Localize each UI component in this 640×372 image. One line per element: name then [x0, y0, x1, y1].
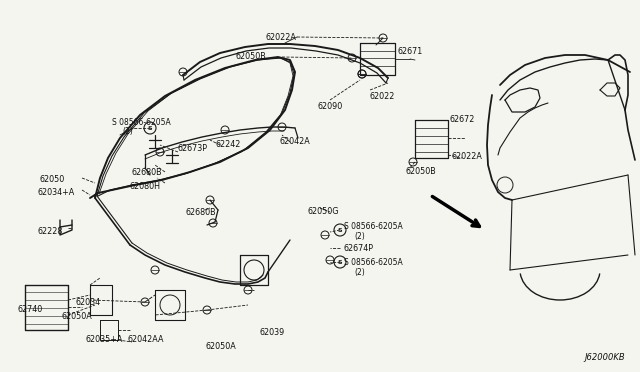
Text: J62000KB: J62000KB [584, 353, 625, 362]
Text: 62022A: 62022A [452, 152, 483, 161]
Text: (2): (2) [122, 127, 132, 136]
Text: S 08566-6205A: S 08566-6205A [344, 222, 403, 231]
Text: 62050B: 62050B [235, 52, 266, 61]
Text: 62680B: 62680B [185, 208, 216, 217]
Text: S: S [338, 260, 342, 264]
Text: 62672: 62672 [450, 115, 476, 124]
Text: S 08566-6205A: S 08566-6205A [344, 258, 403, 267]
Text: 62673P: 62673P [178, 144, 208, 153]
Text: 62042AA: 62042AA [128, 335, 164, 344]
Text: 62050B: 62050B [405, 167, 436, 176]
Text: 62050A: 62050A [62, 312, 93, 321]
Text: 62034: 62034 [75, 298, 100, 307]
Text: (2): (2) [354, 232, 365, 241]
Text: 62042A: 62042A [280, 137, 311, 146]
Text: 62022A: 62022A [265, 33, 296, 42]
Text: (2): (2) [354, 268, 365, 277]
Text: 62680B: 62680B [132, 168, 163, 177]
Text: 62242: 62242 [215, 140, 241, 149]
Text: 62671: 62671 [398, 47, 423, 56]
Text: 62674P: 62674P [344, 244, 374, 253]
Text: 62050G: 62050G [308, 207, 339, 216]
Text: 62039: 62039 [260, 328, 285, 337]
Text: S: S [338, 228, 342, 232]
Text: 62050A: 62050A [205, 342, 236, 351]
Text: 62090: 62090 [318, 102, 343, 111]
Text: 62080H: 62080H [130, 182, 161, 191]
Text: 62034+A: 62034+A [38, 188, 76, 197]
Text: S 08566-6205A: S 08566-6205A [112, 118, 171, 127]
Text: 62740: 62740 [18, 305, 44, 314]
Text: 62035+A: 62035+A [85, 335, 122, 344]
Text: 62228: 62228 [38, 227, 63, 236]
Text: 62022: 62022 [370, 92, 396, 101]
Text: 62050: 62050 [40, 175, 65, 184]
Text: S: S [148, 125, 152, 131]
